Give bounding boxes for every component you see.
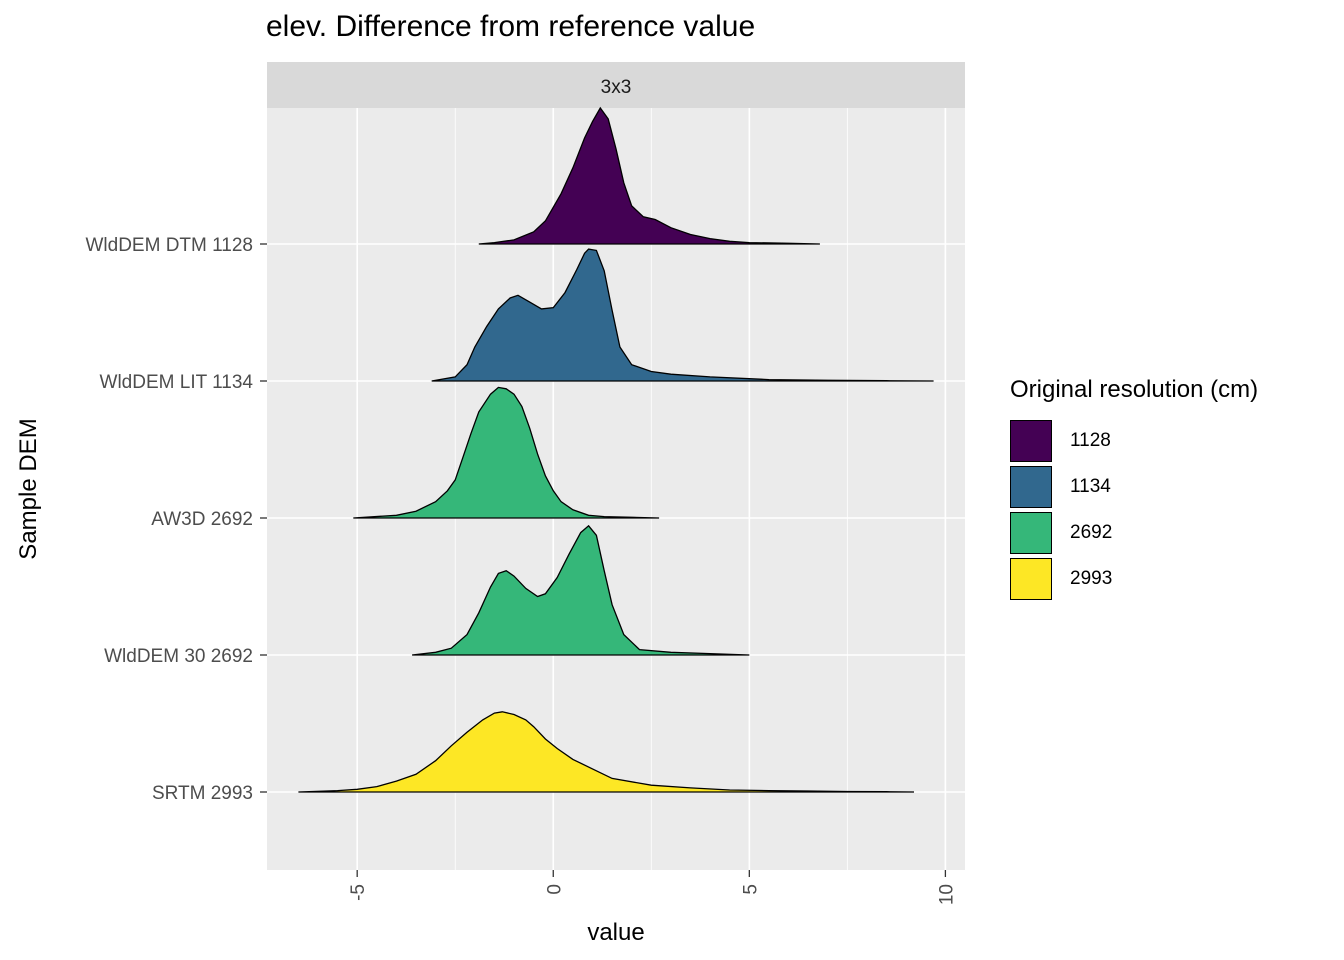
- y-tick-label: WldDEM DTM 1128: [85, 235, 253, 256]
- y-tick-label: WldDEM LIT 1134: [100, 372, 254, 393]
- legend-item: 2993: [1010, 556, 1258, 602]
- x-axis-ticks: -5 0 5 10: [348, 870, 957, 905]
- legend: Original resolution (cm) 1128 1134 2692 299…: [1010, 376, 1258, 602]
- legend-color-key: [1010, 420, 1052, 462]
- ridge-wlddem-lit-1134: [431, 248, 934, 382]
- density-ridges: [298, 106, 934, 793]
- facet-strip-label: 3x3: [601, 77, 632, 98]
- x-axis-title: value: [587, 919, 644, 946]
- y-tick-label: AW3D 2692: [151, 509, 253, 530]
- facet-strip: [267, 62, 965, 108]
- x-tick-label: -5: [348, 884, 369, 901]
- y-tick-label: WldDEM 30 2692: [104, 646, 253, 667]
- y-axis-ticks: WldDEM DTM 1128 WldDEM LIT 1134 AW3D 2692 W…: [85, 235, 267, 804]
- ridge-wlddem-dtm-1128: [478, 106, 820, 245]
- legend-title: Original resolution (cm): [1010, 376, 1259, 403]
- legend-label: 1134: [1070, 476, 1111, 497]
- legend-label: 2692: [1070, 522, 1113, 543]
- legend-color-key: [1010, 558, 1052, 600]
- legend-color-key: [1010, 512, 1052, 554]
- ridge-wlddem-30-2692: [412, 524, 750, 656]
- x-tick-label: 0: [544, 884, 565, 895]
- legend-item: 1134: [1010, 464, 1258, 510]
- chart-title: elev. Difference from reference value: [266, 10, 756, 43]
- y-axis-title: Sample DEM: [15, 418, 42, 559]
- legend-label: 2993: [1070, 568, 1113, 589]
- legend-item: 1128: [1010, 418, 1258, 464]
- legend-item: 2692: [1010, 510, 1258, 556]
- x-tick-label: 10: [936, 884, 957, 905]
- legend-label: 1128: [1070, 430, 1111, 451]
- y-tick-label: SRTM 2993: [152, 783, 253, 804]
- legend-items: 1128 1134 2692 2993: [1010, 418, 1258, 602]
- legend-color-key: [1010, 466, 1052, 508]
- ridge-aw3d-2692: [353, 386, 660, 519]
- ridge-srtm-2993: [298, 711, 915, 793]
- x-tick-label: 5: [740, 884, 761, 895]
